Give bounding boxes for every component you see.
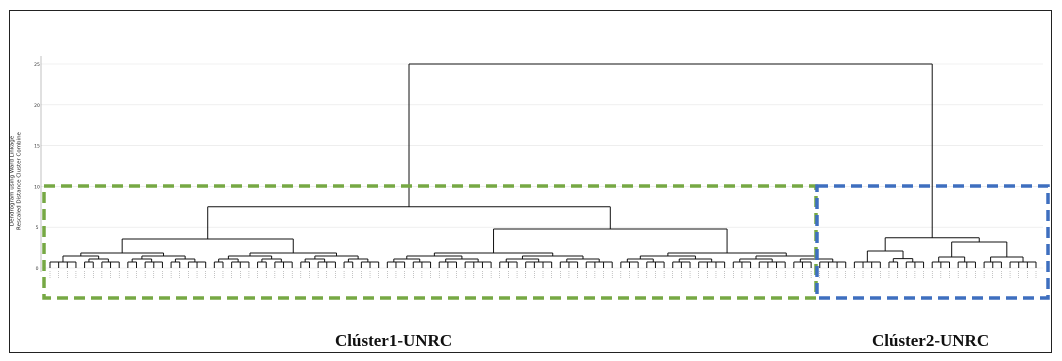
y-tick-label: 0	[36, 266, 39, 272]
cluster1-label: Clúster1-UNRC	[335, 331, 453, 350]
y-tick-label: 20	[34, 103, 40, 109]
y-tick-label: 15	[34, 144, 40, 150]
axis-layer: 0 5 10 15 20 25	[34, 56, 42, 272]
y-axis-subtitle: Rescaled Distance Cluster Combine	[16, 132, 22, 230]
dendrogram-tree	[49, 63, 1037, 279]
cluster2-box	[815, 184, 1050, 300]
cluster2-label: Clúster2-UNRC	[872, 331, 990, 350]
figure-frame: 0 5 10 15 20 25 Dendrogram using Ward Linkage…	[9, 10, 1052, 353]
y-tick-label: 10	[34, 184, 40, 190]
cluster-box-layer	[42, 184, 1050, 300]
y-tick-label: 5	[36, 225, 39, 231]
dendrogram-plot: 0 5 10 15 20 25	[34, 56, 1050, 300]
y-axis-title: Dendrogram using Ward Linkage Rescaled D…	[9, 132, 22, 230]
y-axis-title-main: Dendrogram using Ward Linkage	[9, 135, 16, 227]
y-tick-label: 25	[34, 62, 40, 68]
cluster1-box	[42, 184, 818, 300]
